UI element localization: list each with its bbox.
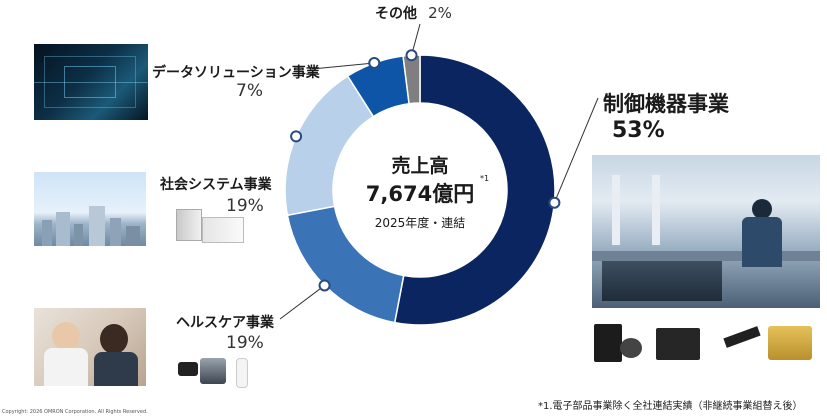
label-other-pct: 2% [428,4,452,22]
data-solution-photo [34,44,148,120]
factory-photo [592,155,820,308]
label-healthcare-pct: 19% [226,333,264,353]
healthcare-device-image [178,356,252,388]
footnote: *1.電子部品事業除く全社連結実績（非継続事業組替え後） [538,401,803,412]
label-healthcare-name: ヘルスケア事業 [176,315,274,331]
center-sub: 2025年度・連結 [374,216,466,230]
control-device-images [590,318,825,366]
leader-data-solution-marker [368,56,381,69]
label-social-pct: 19% [226,196,264,216]
city-photo [34,172,146,246]
label-control-pct: 53% [612,118,665,143]
label-data-solution-pct: 7% [236,81,263,101]
leader-other-marker [405,49,418,62]
slice-control [393,54,556,326]
social-system-device-image [174,205,244,243]
label-other: その他 2% [375,3,452,23]
center-footnote-mark: *1 [480,174,490,183]
leader-control [553,97,599,203]
label-data-solution-name: データソリューション事業 [152,65,320,81]
leader-social-system-marker [290,130,303,143]
healthcare-photo [34,308,146,386]
center-amount: 7,674億円 [365,182,475,206]
label-other-name: その他 [375,6,417,22]
leader-healthcare-marker [318,279,331,292]
leader-data-solution [311,62,375,70]
center-title: 売上高 [391,155,449,177]
leader-control-marker [548,196,561,209]
copyright: Copyright: 2026 OMRON Corporation. All R… [2,409,148,415]
label-social-name: 社会システム事業 [160,177,272,193]
leader-healthcare [279,285,325,320]
label-control-name: 制御機器事業 [603,92,729,116]
